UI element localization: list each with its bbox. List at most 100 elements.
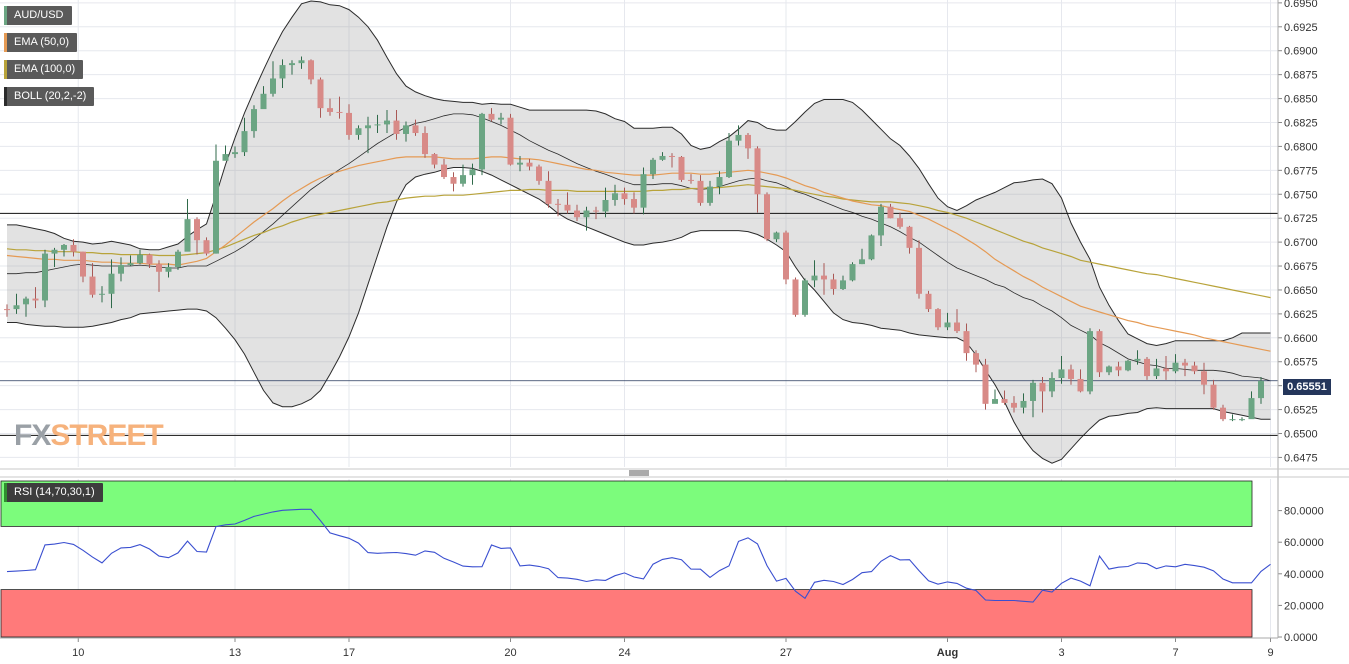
candle-body [593, 210, 599, 212]
time-tick-label: Aug [937, 647, 958, 659]
candle-body [745, 134, 751, 149]
candle-body [859, 259, 865, 265]
candle-body [194, 219, 200, 241]
candle-body [1134, 358, 1141, 361]
candle [906, 225, 913, 254]
legend-rsi[interactable]: RSI (14,70,30,1) [4, 483, 103, 502]
candle-body [1153, 368, 1160, 377]
candle [1039, 377, 1046, 413]
candle-body [1068, 369, 1074, 379]
candle-body [602, 200, 609, 212]
candle [260, 86, 267, 110]
price-tick-label: 0.6825 [1284, 117, 1318, 129]
candle-body [365, 125, 371, 129]
time-tick-label: 20 [504, 647, 516, 659]
candle [1125, 359, 1131, 372]
panel-resize-handle[interactable] [629, 470, 649, 476]
time-tick-label: 7 [1172, 647, 1178, 659]
candle-body [726, 140, 732, 178]
candle-body [251, 109, 257, 132]
candle-body [716, 177, 723, 187]
candle [1049, 372, 1055, 398]
candle [346, 104, 352, 140]
price-tick-label: 0.6700 [1284, 237, 1318, 249]
candle [1096, 329, 1103, 378]
candle [1172, 354, 1179, 374]
candle [1163, 355, 1169, 380]
rsi-oversold-zone [0, 589, 1253, 638]
candle-body [346, 112, 352, 135]
legend-boll[interactable]: BOLL (20,2,-2) [4, 87, 95, 106]
candle [973, 350, 979, 373]
candle-body [279, 65, 286, 79]
candle [716, 171, 723, 195]
candle [1011, 396, 1017, 413]
legend-ema100[interactable]: EMA (100,0) [4, 60, 84, 79]
candle [878, 203, 884, 246]
candle-body [802, 280, 808, 315]
candle-body [811, 275, 818, 281]
legend-ema50[interactable]: EMA (50,0) [4, 33, 78, 52]
candle-body [184, 219, 191, 252]
price-tick-label: 0.6575 [1284, 357, 1318, 369]
candle [118, 257, 124, 282]
candle-body [1172, 362, 1179, 372]
candle-body [650, 159, 656, 175]
candle [1134, 350, 1141, 365]
candle [251, 105, 257, 138]
candle [1077, 369, 1084, 393]
candle-body [735, 134, 742, 141]
logo-part-street: STREET [50, 419, 163, 452]
candle-body [564, 204, 571, 211]
candle-body [175, 251, 181, 267]
price-tick-label: 0.6475 [1284, 452, 1318, 464]
rsi-tick-label: 60.0000 [1284, 537, 1324, 549]
candle [1239, 417, 1245, 422]
candlesticks[interactable] [4, 56, 1264, 422]
candle [1220, 404, 1226, 422]
candle [811, 260, 818, 288]
candle-body [1020, 400, 1027, 408]
legend-symbol[interactable]: AUD/USD [4, 6, 72, 25]
candle [89, 263, 96, 298]
candle [308, 59, 314, 85]
candle-body [821, 275, 827, 280]
candle-body [897, 218, 903, 227]
candle-body [1039, 382, 1046, 392]
candle-body [241, 131, 248, 153]
legend-swatch [4, 6, 7, 25]
candle-body [4, 309, 10, 311]
candle [13, 293, 20, 314]
candle-body [954, 322, 960, 332]
candle-body [526, 162, 533, 167]
candle-body [1077, 378, 1084, 392]
price-tick-label: 0.6775 [1284, 165, 1318, 177]
candle [412, 119, 419, 136]
candle-body [108, 273, 115, 294]
candle-body [783, 232, 789, 280]
candle [203, 237, 210, 256]
candle-body [270, 78, 276, 94]
candle [640, 167, 647, 215]
logo-part-fx: FX [14, 419, 51, 452]
candle-body [1049, 378, 1055, 392]
candle [764, 192, 770, 242]
candle-body [612, 193, 618, 201]
candle-body [450, 177, 457, 184]
candle [868, 234, 875, 261]
candle-body [1106, 366, 1112, 373]
price-tick-label: 0.6725 [1284, 213, 1318, 225]
candle [23, 296, 29, 317]
candle [916, 240, 922, 299]
candle-body [61, 244, 67, 250]
candle [393, 110, 400, 140]
candle-body [545, 180, 552, 204]
candle [469, 163, 476, 185]
candle [279, 59, 286, 89]
candle [992, 389, 998, 404]
candle [1258, 377, 1264, 404]
time-axis: 10 13 17 20 24 27 Aug 3 7 9 [72, 638, 1274, 659]
candle [650, 157, 656, 179]
candle-body [640, 174, 647, 208]
